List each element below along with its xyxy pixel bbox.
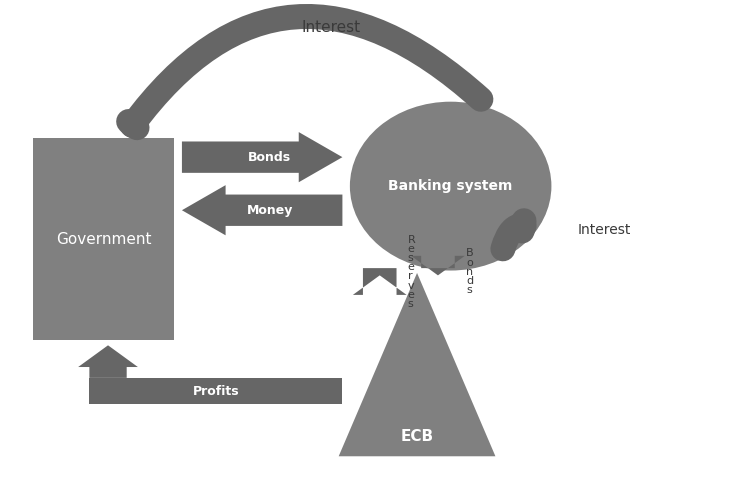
- Text: Interest: Interest: [578, 223, 631, 237]
- Polygon shape: [182, 132, 342, 182]
- Text: Profits: Profits: [193, 385, 239, 398]
- Text: B
o
n
d
s: B o n d s: [466, 248, 474, 295]
- FancyBboxPatch shape: [89, 378, 342, 405]
- Text: ECB: ECB: [401, 429, 434, 444]
- Text: R
e
s
e
r
v
e
s: R e s e r v e s: [408, 235, 415, 309]
- Text: Bonds: Bonds: [248, 151, 291, 163]
- Text: Interest: Interest: [302, 20, 361, 35]
- Text: Money: Money: [247, 203, 293, 217]
- Text: Banking system: Banking system: [389, 179, 513, 193]
- Polygon shape: [338, 273, 496, 456]
- Polygon shape: [411, 256, 465, 275]
- Ellipse shape: [350, 102, 551, 270]
- FancyBboxPatch shape: [32, 138, 174, 341]
- Polygon shape: [353, 268, 407, 295]
- Polygon shape: [78, 346, 138, 378]
- Text: Government: Government: [56, 232, 151, 246]
- Polygon shape: [182, 185, 342, 235]
